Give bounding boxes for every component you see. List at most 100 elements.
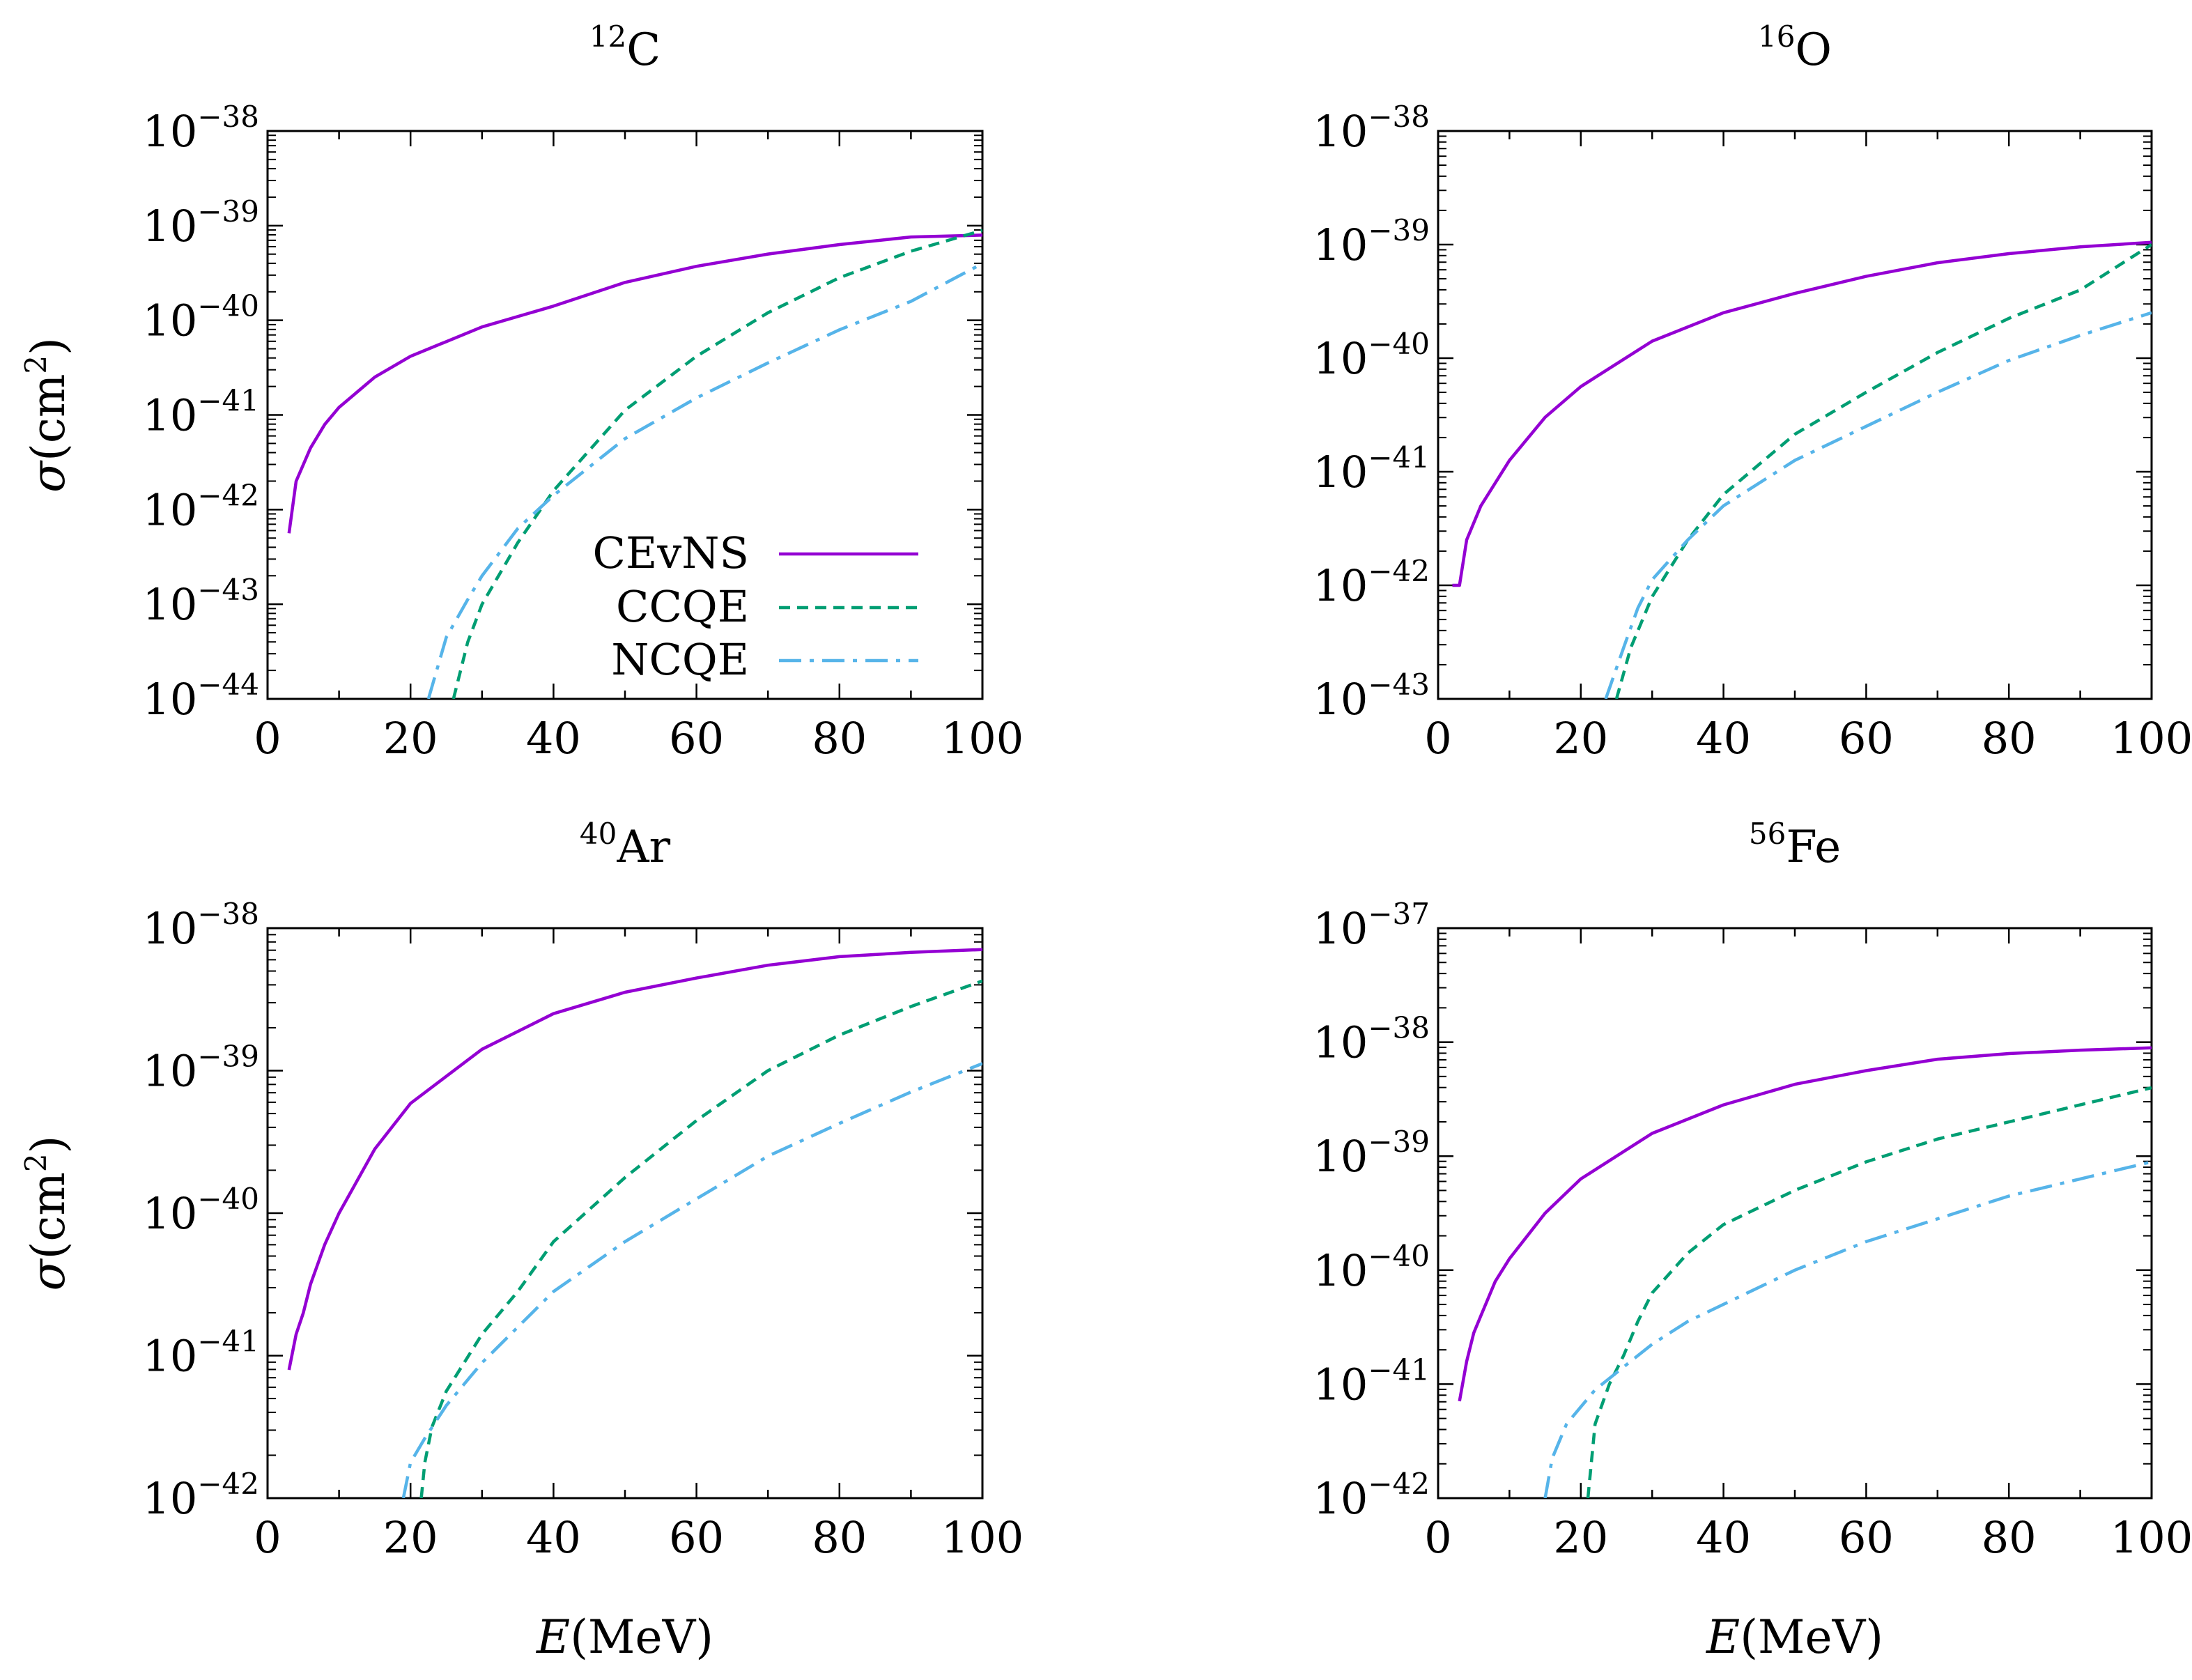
y-tick-label: 10−43 (1313, 668, 1430, 725)
y-tick-label: 10−41 (1313, 1353, 1430, 1410)
series-ncqe (1604, 311, 2152, 699)
series-ncqe (401, 1062, 982, 1498)
x-tick-label: 60 (669, 1512, 724, 1563)
y-tick-exponent: −38 (197, 897, 259, 931)
y-tick-base: 10 (1313, 333, 1368, 384)
series-cevns (287, 948, 982, 1371)
y-tick-exponent: −38 (1368, 1011, 1430, 1045)
series-ncqe (426, 262, 982, 699)
title-mass-number: 12 (589, 20, 626, 54)
y-axis-unit-open: (cm (22, 374, 75, 461)
title-element: O (1795, 24, 1831, 76)
x-tick-label: 60 (1839, 713, 1894, 764)
x-tick-label: 20 (1553, 713, 1608, 764)
y-tick-label: 10−44 (142, 668, 259, 725)
y-tick-exponent: −40 (1368, 1239, 1430, 1273)
x-tick-label: 100 (2110, 713, 2192, 764)
y-tick-base: 10 (142, 390, 197, 441)
y-axis-sigma: σ (22, 1258, 75, 1290)
y-tick-exponent: −38 (1368, 100, 1430, 134)
y-tick-base: 10 (1313, 106, 1368, 157)
y-tick-exponent: −42 (1368, 554, 1430, 588)
title-element: Fe (1786, 822, 1841, 873)
y-tick-base: 10 (1313, 219, 1368, 270)
y-tick-exponent: −42 (197, 478, 259, 512)
y-tick-base: 10 (142, 1188, 197, 1239)
series-cevns (1452, 240, 2152, 587)
y-tick-label: 10−40 (1313, 1239, 1430, 1296)
x-tick-label: 80 (1982, 1512, 2037, 1563)
y-tick-base: 10 (142, 106, 197, 157)
y-tick-label: 10−37 (1313, 897, 1430, 954)
panel-fe: 0 20 40 60 80 10010−4210−4110−4010−3910−3810−… (1313, 817, 2192, 1664)
y-tick-exponent: −40 (1368, 327, 1430, 361)
x-tick-label: 20 (383, 713, 438, 764)
y-tick-exponent: −41 (1368, 440, 1430, 475)
y-tick-label: 10−40 (142, 289, 259, 346)
x-tick-label: 0 (254, 713, 281, 764)
y-tick-label: 10−40 (1313, 327, 1430, 384)
y-axis-unit-exp: 2 (19, 355, 53, 374)
y-tick-label: 10−38 (142, 100, 259, 157)
y-axis-unit-open: (cm (22, 1172, 75, 1259)
panel-title: 40Ar (580, 817, 671, 873)
plot-frame (1437, 130, 2153, 700)
x-axis-unit: (MeV) (1740, 1610, 1883, 1664)
panel-title: 12C (589, 20, 661, 76)
x-tick-label: 60 (669, 713, 724, 764)
panel-o: 0 20 40 60 80 10010−4310−4210−4110−4010−3910−… (1313, 20, 2192, 764)
y-tick-base: 10 (142, 484, 197, 535)
x-axis-var: E (1706, 1610, 1740, 1664)
y-tick-exponent: −43 (1368, 668, 1430, 702)
y-tick-base: 10 (1313, 1131, 1368, 1182)
x-tick-label: 80 (812, 1512, 867, 1563)
series-cevns (1458, 1046, 2152, 1402)
y-tick-exponent: −44 (197, 668, 259, 702)
y-tick-label: 10−43 (142, 573, 259, 630)
x-tick-label: 100 (941, 1512, 1024, 1563)
title-element: Ar (616, 822, 670, 873)
y-tick-exponent: −39 (1368, 213, 1430, 247)
y-tick-exponent: −39 (1368, 1125, 1430, 1159)
series-ccqe (1614, 243, 2152, 699)
y-tick-label: 10−38 (142, 897, 259, 954)
y-tick-base: 10 (1313, 1245, 1368, 1296)
x-tick-label: 40 (1696, 1512, 1751, 1563)
y-axis-unit-exp: 2 (19, 1153, 53, 1172)
title-mass-number: 56 (1749, 817, 1786, 851)
plot-frame (266, 927, 984, 1500)
title-mass-number: 16 (1758, 20, 1795, 54)
y-tick-label: 10−41 (142, 1325, 259, 1382)
x-tick-label: 40 (526, 1512, 581, 1563)
x-tick-label: 80 (1982, 713, 2037, 764)
y-tick-base: 10 (142, 1046, 197, 1097)
panel-c: 0 20 40 60 80 10010−4410−4310−4210−4110−4010−… (19, 20, 1024, 764)
series-ccqe (451, 229, 982, 699)
y-tick-label: 10−42 (142, 478, 259, 535)
y-tick-label: 10−39 (1313, 1125, 1430, 1182)
y-tick-exponent: −41 (197, 1325, 259, 1359)
y-tick-exponent: −42 (1368, 1467, 1430, 1501)
y-tick-base: 10 (142, 674, 197, 725)
y-tick-label: 10−41 (142, 384, 259, 441)
y-tick-label: 10−39 (142, 194, 259, 252)
y-tick-base: 10 (1313, 560, 1368, 611)
y-axis-unit-close: ) (22, 1136, 75, 1154)
y-tick-exponent: −40 (197, 289, 259, 323)
x-tick-label: 20 (383, 1512, 438, 1563)
x-tick-label: 0 (1424, 713, 1451, 764)
y-tick-exponent: −39 (197, 1040, 259, 1074)
y-tick-label: 10−38 (1313, 1011, 1430, 1068)
x-tick-label: 0 (254, 1512, 281, 1563)
y-tick-base: 10 (1313, 447, 1368, 498)
x-axis-unit: (MeV) (570, 1610, 713, 1664)
x-tick-label: 20 (1553, 1512, 1608, 1563)
y-tick-base: 10 (142, 201, 197, 252)
y-tick-base: 10 (1313, 903, 1368, 954)
x-tick-label: 40 (526, 713, 581, 764)
legend-label: CCQE (616, 581, 749, 632)
y-tick-label: 10−40 (142, 1182, 259, 1239)
panel-title: 56Fe (1749, 817, 1841, 873)
